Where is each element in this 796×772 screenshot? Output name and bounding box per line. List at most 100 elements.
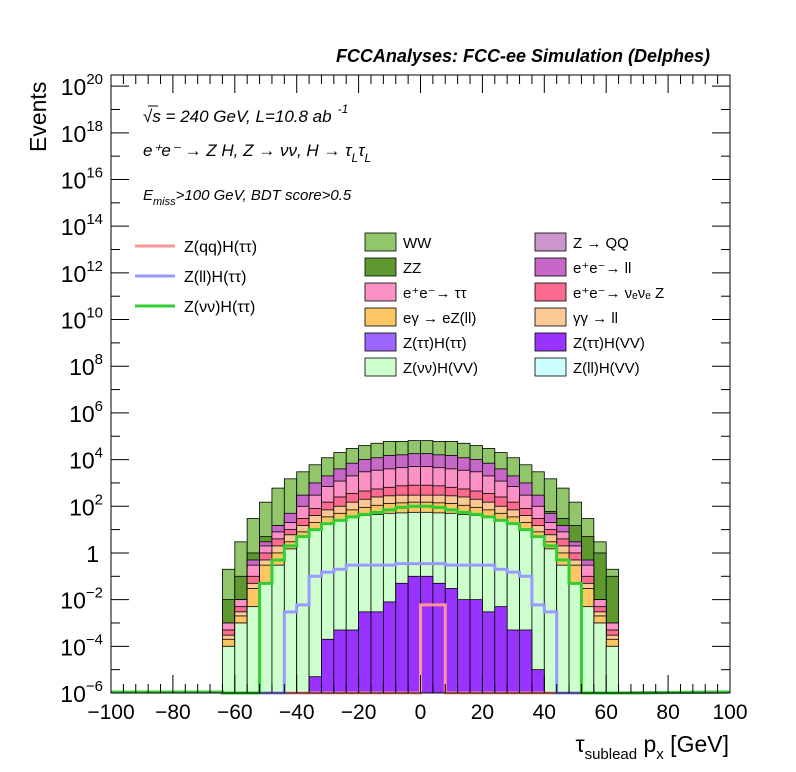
legend-backgrounds: WW Z → QQ ZZ e⁺e⁻→ ll e⁺e⁻→ ττ e⁺e⁻→ νₑνₑ Z eγ…: [364, 232, 664, 377]
annotation-energy-text: √s = 240 GeV, L=10.8 ab: [143, 107, 332, 126]
x-tick-label: 60: [595, 701, 618, 724]
annotation-cuts-post: >100 GeV, BDT score>0.5: [176, 187, 352, 204]
y-tick-label: 106: [69, 398, 103, 427]
y-tick-label: 102: [69, 491, 103, 520]
legend-bkg-label: e⁺e⁻→ ττ: [403, 285, 467, 302]
x-axis-title-rest: p: [637, 731, 656, 757]
annotation-cuts: Emiss>100 GeV, BDT score>0.5: [143, 187, 352, 208]
y-axis-title: Events: [25, 82, 51, 152]
y-tick-label: 1: [86, 541, 99, 567]
bar-z-h-vv-29: [581, 606, 595, 694]
bar-z-h-vv-3: [259, 582, 273, 694]
legend-swatch: [534, 332, 567, 352]
annotation-cuts-sub: miss: [153, 196, 176, 208]
signal-z-ll-h: [111, 562, 731, 695]
x-axis-title-sub: sublead: [585, 746, 638, 763]
bar-z-h-vv-15: [407, 575, 421, 694]
bar-z-h-vv-27: [556, 564, 570, 694]
bar-z-h-vv-13: [382, 601, 397, 694]
y-tick-label: 108: [69, 351, 103, 380]
y-tick-label: 10−2: [60, 585, 103, 614]
bar-z-h-vv-26: [543, 548, 558, 694]
legend-bkg-z-h: Z(ττ)H(ττ): [364, 332, 467, 352]
bar-z-h-vv-12: [370, 611, 384, 694]
bar-z-h-vv-7: [308, 529, 322, 694]
bar-z-h-vv-21: [481, 611, 496, 694]
legend-signal-0: Z(qq)H(ττ): [135, 239, 257, 256]
annotation-energy: √s = 240 GeV, L=10.8 ab -1: [143, 102, 348, 126]
x-axis-title-unit: [GeV]: [664, 731, 729, 757]
legend-signal-1: Z(ll)H(ττ): [135, 269, 246, 286]
annotation-process: e⁺e⁻ → Z H, Z → νν, H → τLτL: [143, 141, 371, 165]
x-axis-label: τsublead px [GeV]: [575, 731, 729, 763]
annotation-process-sub1: L: [352, 151, 359, 165]
x-tick-label: −40: [279, 701, 315, 724]
annotations: √s = 240 GeV, L=10.8 ab -1 e⁺e⁻ → Z H, Z …: [143, 102, 371, 208]
bar-z-h-vv-22: [494, 606, 508, 694]
legend-bkg-z-qq: Z → QQ: [534, 232, 629, 252]
x-ticks: −100 −80 −60 −40 −20 0 20 40 60 80 100: [87, 75, 748, 724]
x-tick-label: 0: [415, 701, 427, 724]
bar-z-h-vv-23: [506, 629, 520, 694]
legend-bkg-label: Z(ττ)H(VV): [573, 335, 645, 352]
x-tick-label: −20: [341, 701, 377, 724]
legend-signal-label: Z(ll)H(ττ): [184, 269, 246, 286]
signal-z-h: [111, 504, 731, 695]
legend-bkg-label: Z → QQ: [573, 235, 629, 252]
bar-z-h-vv-17: [432, 582, 446, 694]
legend-signal-label: Z(νν)H(ττ): [184, 299, 255, 316]
bar-z-h-vv-16: [420, 575, 434, 694]
bar-z-h-vv-7: [308, 676, 322, 694]
y-tick-label: 10−4: [60, 631, 103, 660]
x-tick-label: 20: [471, 701, 494, 724]
legend-bkg-label: ZZ: [403, 260, 421, 277]
y-tick-label: 1012: [61, 258, 103, 287]
x-tick-label: 40: [533, 701, 556, 724]
legend-swatch: [364, 232, 397, 252]
legend-bkg-e-e-ll: e⁺e⁻→ ll: [534, 257, 631, 277]
legend-bkg-label: Z(ll)H(VV): [573, 360, 640, 377]
y-tick-label: 1018: [61, 118, 103, 147]
legend-signals: Z(qq)H(ττ) Z(ll)H(ττ) Z(νν)H(ττ): [135, 239, 257, 316]
x-tick-label: −60: [217, 701, 253, 724]
bar-z-h-vv-30: [593, 622, 607, 694]
legend-bkg-label: eγ → eZ(ll): [403, 310, 476, 327]
bar-z-h-vv-6: [296, 536, 310, 694]
annotation-process-tau2: τ: [358, 141, 366, 160]
legend-bkg-label: e⁺e⁻→ νₑνₑ Z: [573, 285, 664, 302]
legend-bkg-ww: WW: [364, 232, 432, 252]
bar-z-h-vv-31: [605, 645, 619, 694]
y-tick-label: 1016: [61, 165, 103, 194]
legend-swatch: [534, 257, 567, 277]
legend-swatch: [534, 232, 567, 252]
bar-z-h-vv-28: [568, 582, 582, 694]
bar-z-h-vv-5: [283, 548, 298, 694]
bar-z-h-vv-10: [345, 629, 360, 694]
bar-z-h-vv-24: [519, 629, 533, 694]
annotation-energy-exp: -1: [338, 102, 349, 116]
annotation-process-sub2: L: [365, 151, 372, 165]
y-tick-label: 1020: [61, 71, 103, 100]
legend-bkg-label: WW: [403, 235, 432, 252]
legend-bkg-label: Z(νν)H(VV): [403, 360, 478, 377]
chart-title: FCCAnalyses: FCC-ee Simulation (Delphes): [336, 46, 710, 66]
plot-area: −100 −80 −60 −40 −20 0 20 40 60 80 100 10−610−410−…: [60, 71, 747, 724]
y-ticks: 10−6 10−4 10−2 1 102 104 106 108 1010 1012 1014 101…: [60, 71, 730, 707]
legend-bkg-label: Z(ττ)H(ττ): [403, 335, 467, 352]
x-axis-title: τsublead px [GeV]: [575, 731, 729, 763]
legend-swatch: [364, 307, 397, 327]
bar-z-h-vv-18: [444, 588, 459, 694]
legend-bkg-ll: γγ → ll: [534, 307, 618, 327]
x-axis-title-sub2: x: [656, 746, 664, 763]
legend-signal-2: Z(νν)H(ττ): [135, 299, 255, 316]
bar-z-h-vv-25: [531, 669, 545, 694]
y-tick-label: 1010: [61, 305, 103, 334]
bar-z-h-vv-19: [457, 599, 471, 694]
y-axis-label: Events: [25, 82, 51, 152]
legend-swatch: [364, 357, 397, 377]
legend-swatch: [534, 307, 567, 327]
legend-swatch: [364, 257, 397, 277]
y-tick-label: 104: [69, 445, 103, 474]
legend-signal-label: Z(qq)H(ττ): [184, 239, 257, 256]
